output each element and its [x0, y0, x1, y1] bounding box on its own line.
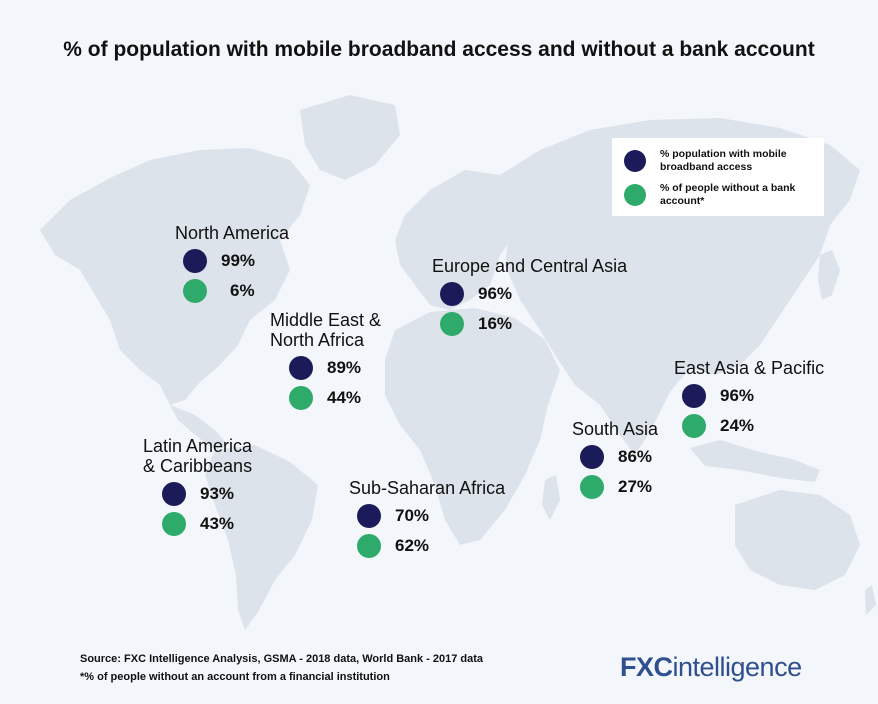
stat-unbanked: 44%: [289, 386, 381, 410]
landmass-japan: [818, 250, 840, 300]
region-south-asia: South Asia 86% 27%: [572, 419, 658, 499]
legend-item-broadband: % population with mobile broadband acces…: [624, 148, 814, 174]
stat-broadband: 96%: [682, 384, 824, 408]
landmass-europe: [395, 170, 520, 310]
source-line: Source: FXC Intelligence Analysis, GSMA …: [80, 653, 484, 665]
broadband-value: 99%: [221, 251, 256, 270]
region-name-line1: Latin America: [143, 436, 253, 456]
region-name: Sub-Saharan Africa: [349, 478, 506, 498]
legend: % population with mobile broadband acces…: [612, 138, 824, 216]
broadband-dot: [580, 445, 604, 469]
region-latin-america-caribbeans: Latin America & Caribbeans 93% 43%: [143, 436, 252, 536]
broadband-value: 70%: [395, 506, 430, 525]
region-name: Europe and Central Asia: [432, 256, 628, 276]
region-east-asia-pacific: East Asia & Pacific 96% 24%: [674, 358, 824, 438]
landmass-north-america: [40, 148, 310, 405]
unbanked-value: 16%: [478, 314, 513, 333]
unbanked-value: 43%: [200, 514, 235, 533]
unbanked-value: 27%: [618, 477, 653, 496]
region-name-line2: North Africa: [270, 330, 365, 350]
landmass-indonesia: [690, 440, 820, 482]
broadband-dot: [289, 356, 313, 380]
unbanked-dot: [357, 534, 381, 558]
logo-intelligence-text: intelligence: [672, 652, 803, 682]
landmass-madagascar: [542, 475, 560, 520]
stat-broadband: 96%: [440, 282, 627, 306]
broadband-dot: [440, 282, 464, 306]
legend-dot-unbanked: [624, 184, 646, 206]
stat-unbanked: 27%: [580, 475, 658, 499]
region-europe-central-asia: Europe and Central Asia 96% 16%: [432, 256, 627, 336]
unbanked-dot: [440, 312, 464, 336]
region-sub-saharan-africa: Sub-Saharan Africa 70% 62%: [349, 478, 505, 558]
stat-broadband: 93%: [162, 482, 252, 506]
fxc-intelligence-logo: FXCintelligence: [620, 652, 802, 683]
broadband-value: 89%: [327, 358, 362, 377]
stat-broadband: 86%: [580, 445, 658, 469]
unbanked-dot: [289, 386, 313, 410]
unbanked-dot: [183, 279, 207, 303]
unbanked-value: 62%: [395, 536, 430, 555]
stat-unbanked: 24%: [682, 414, 824, 438]
logo-fxc-text: FXC: [620, 652, 673, 682]
unbanked-dot: [162, 512, 186, 536]
broadband-dot: [162, 482, 186, 506]
unbanked-dot: [682, 414, 706, 438]
region-name: South Asia: [572, 419, 659, 439]
region-name-line1: Middle East &: [270, 310, 382, 330]
landmass-africa: [385, 308, 560, 545]
stat-unbanked: 62%: [357, 534, 505, 558]
region-middle-east-north-africa: Middle East & North Africa 89% 44%: [270, 310, 381, 410]
landmass-new-zealand: [865, 585, 876, 615]
broadband-value: 86%: [618, 447, 653, 466]
region-name: North America: [175, 223, 290, 243]
region-north-america: North America 99% 6%: [175, 223, 289, 303]
broadband-dot: [357, 504, 381, 528]
landmass-south-america: [205, 445, 318, 630]
broadband-value: 96%: [478, 284, 513, 303]
stat-unbanked: 43%: [162, 512, 252, 536]
footnote-line: *% of people without an account from a f…: [80, 671, 390, 683]
legend-label-broadband: % population with mobile broadband acces…: [660, 148, 787, 173]
stat-broadband: 99%: [183, 249, 289, 273]
landmass-central-america: [170, 405, 228, 450]
unbanked-value: 6%: [230, 281, 255, 300]
unbanked-value: 24%: [720, 416, 755, 435]
stat-unbanked: 6%: [183, 279, 289, 303]
broadband-value: 96%: [720, 386, 755, 405]
region-name-line2: & Caribbeans: [143, 456, 253, 476]
unbanked-dot: [580, 475, 604, 499]
stat-unbanked: 16%: [440, 312, 627, 336]
broadband-value: 93%: [200, 484, 235, 503]
legend-dot-broadband: [624, 150, 646, 172]
page-title: % of population with mobile broadband ac…: [63, 38, 815, 61]
landmass-greenland: [300, 95, 400, 180]
broadband-dot: [682, 384, 706, 408]
landmass-australia: [735, 490, 860, 590]
legend-item-unbanked: % of people without a bank account*: [624, 182, 814, 208]
source-note: Source: FXC Intelligence Analysis, GSMA …: [80, 650, 483, 686]
unbanked-value: 44%: [327, 388, 362, 407]
region-name: East Asia & Pacific: [674, 358, 825, 378]
stat-broadband: 89%: [289, 356, 381, 380]
broadband-dot: [183, 249, 207, 273]
stat-broadband: 70%: [357, 504, 505, 528]
legend-label-unbanked: % of people without a bank account*: [660, 182, 796, 207]
